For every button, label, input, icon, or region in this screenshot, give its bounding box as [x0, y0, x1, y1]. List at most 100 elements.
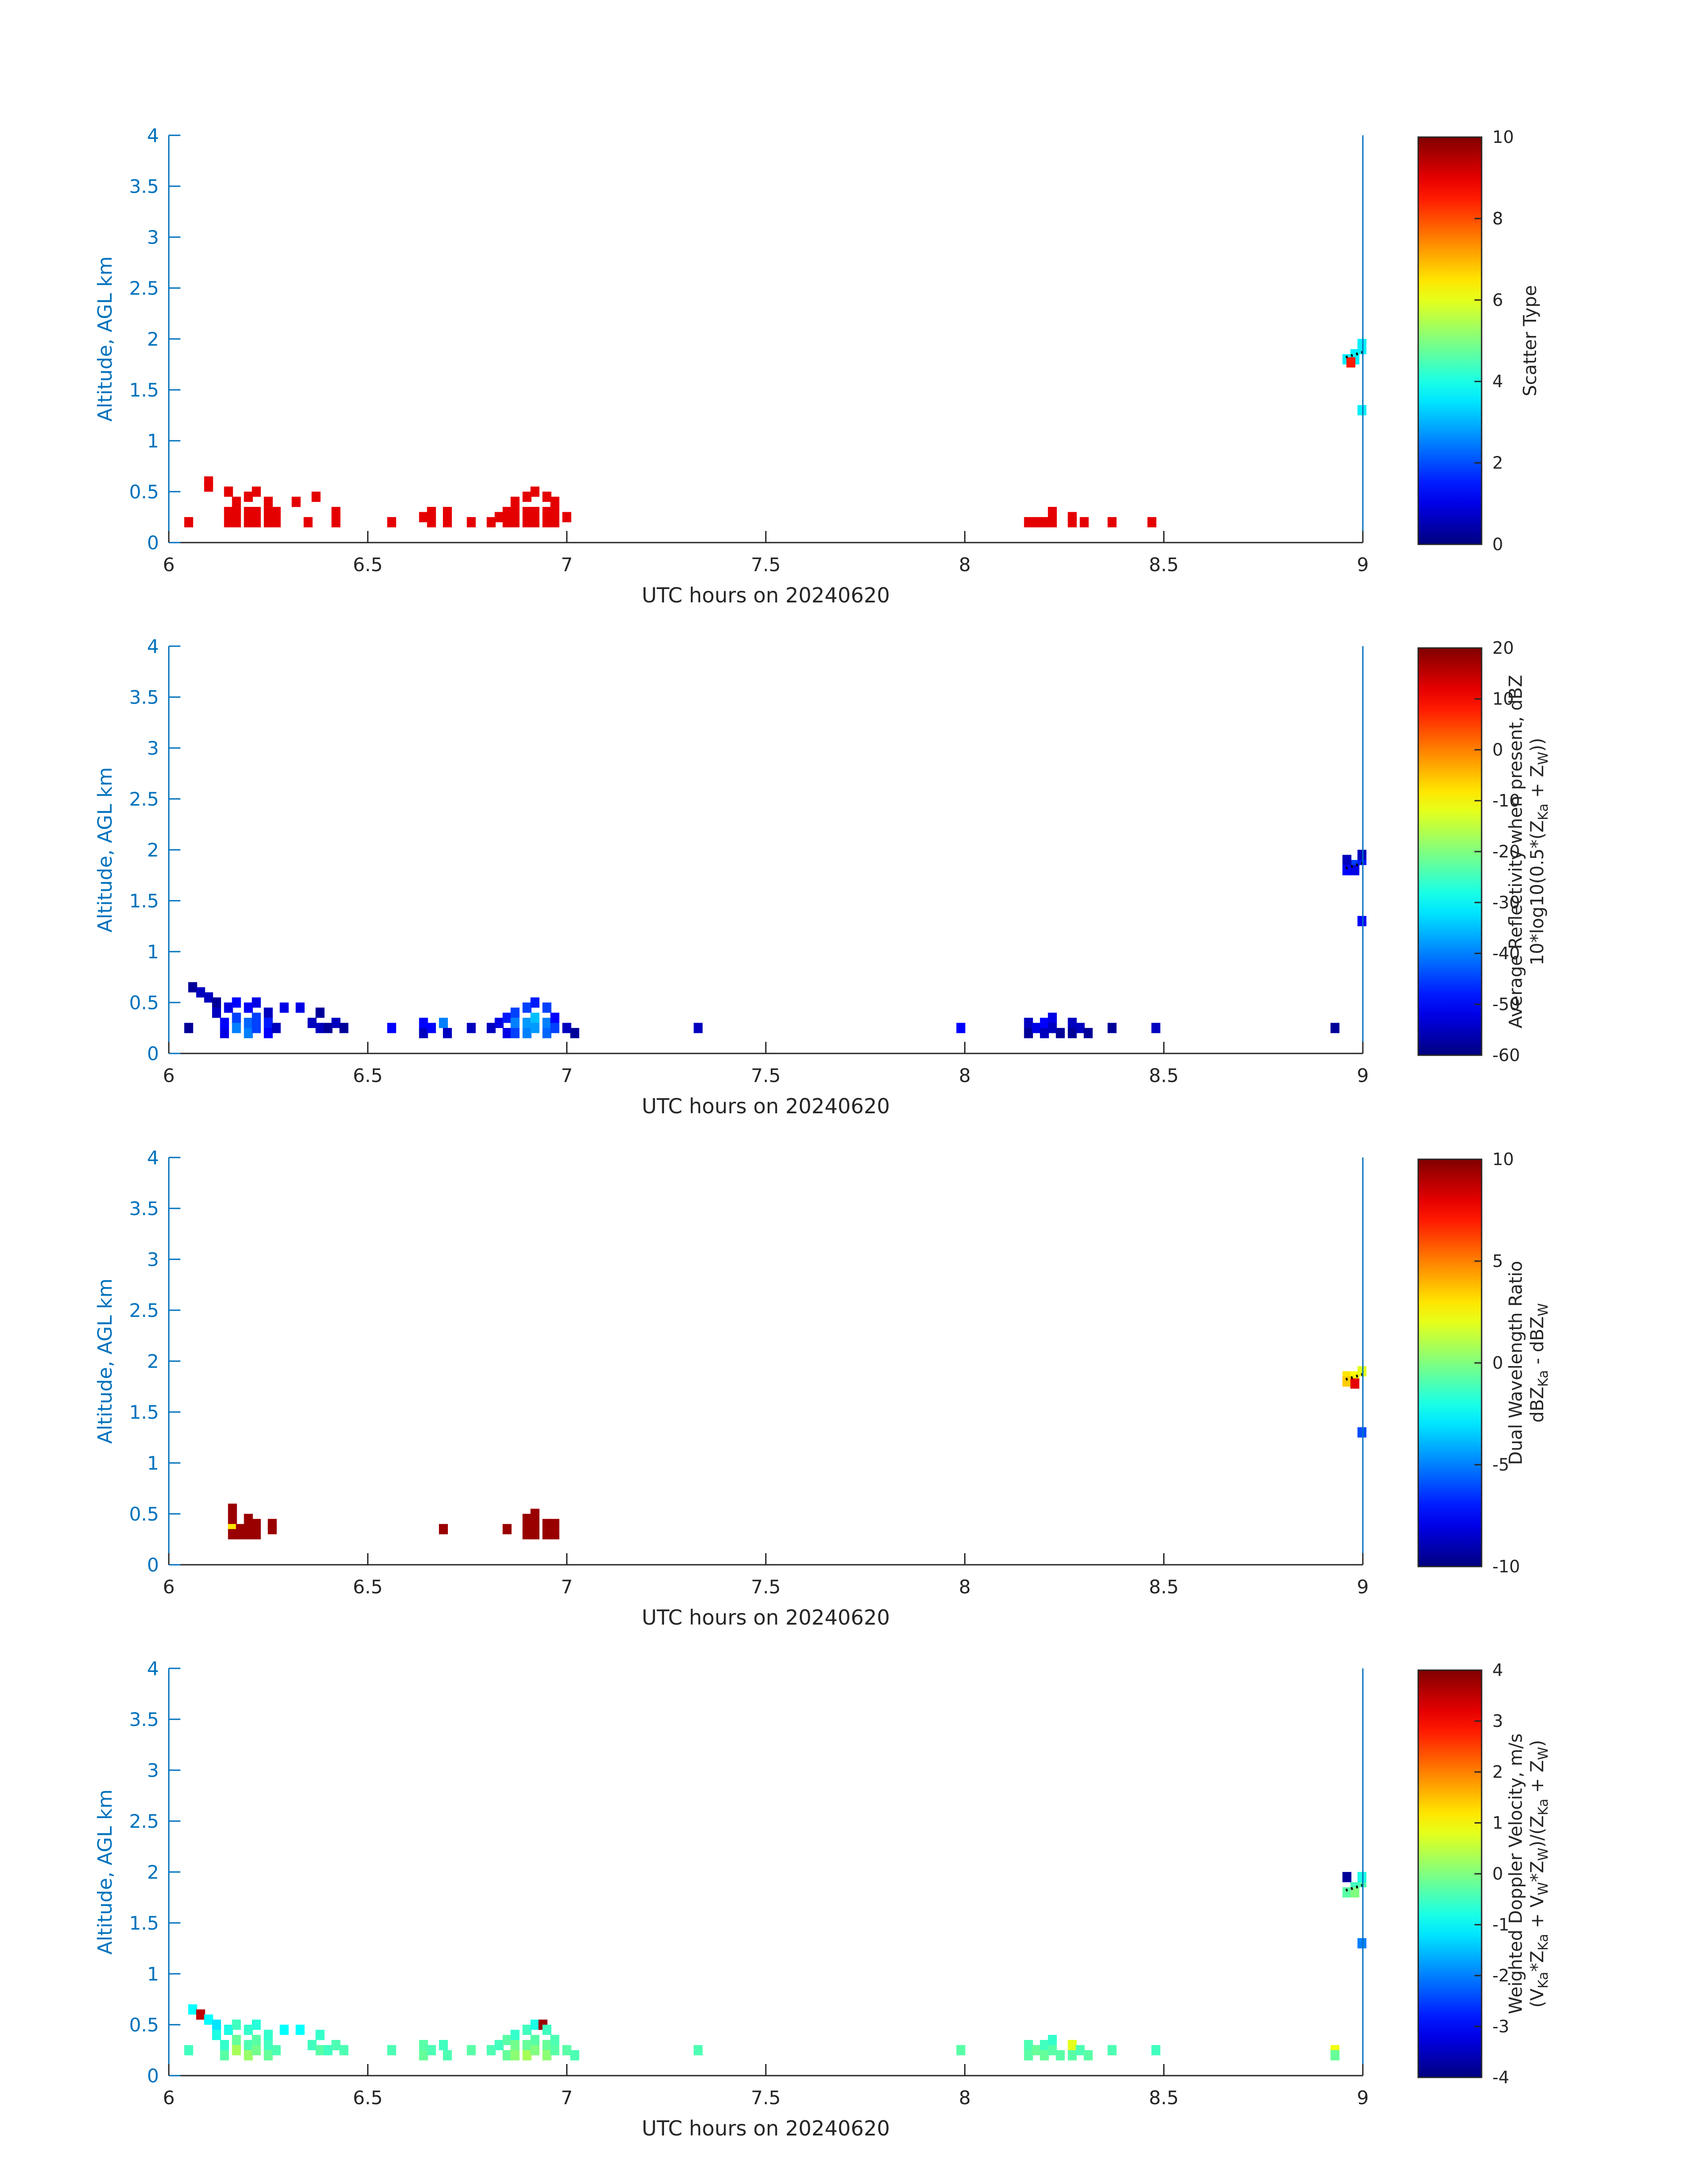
- data-cell: [542, 517, 551, 527]
- data-cell: [252, 2035, 261, 2045]
- y-tick-label: 2: [147, 328, 159, 350]
- data-cell: [331, 1018, 341, 1028]
- data-cell: [419, 2050, 428, 2060]
- data-cell: [1107, 2045, 1117, 2056]
- colorbar-tick-label: -1: [1492, 1915, 1509, 1935]
- x-tick-label: 6: [163, 554, 175, 576]
- data-cell: [542, 1519, 551, 1529]
- data-cell: [443, 507, 452, 518]
- data-cell: [467, 1023, 476, 1033]
- colorbar-label: 10*log10(0.5*(ZKa​ + ZW​)): [1527, 738, 1551, 965]
- data-cell: [510, 497, 520, 507]
- colorbar-tick-label: 0: [1492, 1353, 1503, 1373]
- data-cell: [427, 1023, 436, 1033]
- x-axis-label: UTC hours on 20240620: [642, 2116, 890, 2140]
- data-cell: [311, 491, 321, 502]
- data-cell: [550, 497, 560, 507]
- data-cell: [204, 2014, 213, 2025]
- data-cell: [443, 2050, 452, 2060]
- colorbar-tick-label: 20: [1492, 638, 1514, 658]
- data-cell: [522, 507, 532, 518]
- data-cell: [1107, 1023, 1117, 1033]
- data-cell: [530, 507, 540, 518]
- data-cell: [244, 1002, 253, 1013]
- y-tick-label: 1.5: [129, 1912, 159, 1934]
- x-axis-label: UTC hours on 20240620: [642, 1094, 890, 1118]
- data-cell: [1056, 1028, 1065, 1038]
- data-cell: [196, 2009, 205, 2020]
- data-cell: [252, 997, 261, 1008]
- data-cell: [1342, 1376, 1352, 1387]
- x-tick-label: 7: [561, 554, 573, 576]
- data-cell: [1068, 1018, 1077, 1028]
- data-cell: [244, 1513, 253, 1524]
- data-cell: [220, 1028, 229, 1038]
- data-cell: [550, 1529, 560, 1540]
- data-cell: [252, 1519, 261, 1529]
- data-cell: [188, 2004, 197, 2015]
- data-cell: [232, 517, 241, 527]
- data-cell: [522, 1028, 532, 1038]
- colorbar-tick-label: 3: [1492, 1711, 1503, 1731]
- data-cell: [550, 517, 560, 527]
- y-tick-label: 0: [147, 1043, 159, 1065]
- data-cell: [562, 2045, 572, 2056]
- data-cell: [486, 517, 496, 527]
- y-tick-label: 2.5: [129, 1300, 159, 1321]
- x-tick-label: 7: [561, 1065, 573, 1086]
- data-cell: [419, 512, 428, 522]
- y-tick-label: 2.5: [129, 277, 159, 299]
- y-tick-label: 1.5: [129, 890, 159, 912]
- data-cell: [1040, 2050, 1049, 2060]
- data-cell: [212, 997, 221, 1008]
- y-tick-label: 3: [147, 1249, 159, 1270]
- data-cell: [1083, 2050, 1093, 2060]
- data-cell: [1330, 2050, 1340, 2060]
- data-cell: [1357, 1366, 1366, 1377]
- data-cell: [530, 2019, 540, 2030]
- y-tick-label: 4: [147, 635, 159, 657]
- x-tick-label: 6: [163, 2087, 175, 2109]
- data-cell: [510, 2050, 520, 2060]
- data-cell: [956, 1023, 965, 1033]
- data-cell: [1068, 1028, 1077, 1038]
- data-cell: [1068, 2040, 1077, 2051]
- data-cell: [542, 2040, 551, 2051]
- data-cell: [494, 1018, 504, 1028]
- data-cell: [224, 517, 233, 527]
- data-cell: [252, 2019, 261, 2030]
- y-axis-label: Altitude, AGL km: [94, 256, 117, 422]
- data-cell: [1342, 855, 1352, 865]
- colorbar-tick-label: 1: [1492, 1813, 1503, 1833]
- data-cell: [542, 1002, 551, 1013]
- x-tick-label: 6.5: [353, 1065, 383, 1086]
- data-cell: [228, 1504, 237, 1514]
- data-cell: [1024, 2050, 1033, 2060]
- data-cell: [263, 517, 273, 527]
- data-cell: [439, 1524, 448, 1534]
- x-tick-label: 8.5: [1149, 554, 1179, 576]
- data-cell: [419, 1018, 428, 1028]
- data-cell: [387, 1023, 397, 1033]
- data-cell: [323, 2045, 333, 2056]
- data-cell: [427, 517, 436, 527]
- data-cell: [522, 1513, 532, 1524]
- data-cell: [510, 517, 520, 527]
- data-cell: [522, 2050, 532, 2060]
- data-cell: [224, 2024, 233, 2035]
- data-cell: [439, 2040, 448, 2051]
- colorbar: [1418, 1670, 1482, 2077]
- data-cell: [427, 2045, 436, 2056]
- data-cell: [550, 1023, 560, 1033]
- data-cell: [1048, 517, 1057, 527]
- x-tick-label: 9: [1357, 1576, 1369, 1598]
- data-cell: [263, 507, 273, 518]
- colorbar-tick-label: -2: [1492, 1966, 1509, 1985]
- data-cell: [1357, 405, 1366, 416]
- data-cell: [307, 1018, 317, 1028]
- colorbar-tick-label: 10: [1492, 689, 1514, 709]
- data-cell: [1032, 2045, 1041, 2056]
- x-tick-label: 8.5: [1149, 2087, 1179, 2109]
- colorbar-tick-label: 8: [1492, 209, 1503, 228]
- x-tick-label: 8: [959, 1065, 971, 1086]
